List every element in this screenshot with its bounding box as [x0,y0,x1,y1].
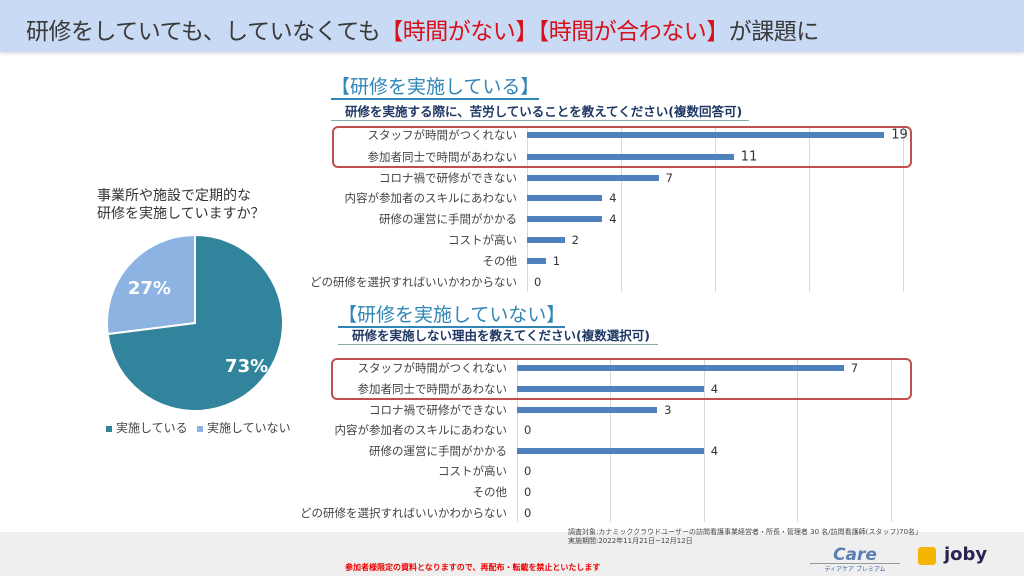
gridline [715,126,716,292]
data-label: 3 [664,403,672,417]
dear-care-logo: Care ディアケア プレミアム [810,547,900,573]
bar [517,448,704,454]
category-label: コロナ禍で研修ができない [379,171,517,185]
pie-slice [106,233,196,336]
category-label: 参加者同士で時間があわない [367,150,518,164]
category-label: 内容が参加者のスキルにあわない [344,191,518,205]
data-label: 0 [524,485,532,499]
pie-question: 事業所や施設で定期的な 研修を実施していますか？ [97,188,265,222]
gridline [527,126,528,292]
data-label: 0 [524,423,532,437]
joby-logo-icon [918,547,936,565]
category-label: コストが高い [448,233,517,247]
data-label: 0 [534,275,542,289]
bar [527,132,885,138]
category-label: どの研修を選択すればいいかわからない [310,275,517,289]
category-label: その他 [472,485,508,499]
bar [527,195,603,201]
data-label: 19 [891,127,908,143]
chart2-title: 【研修を実施していない】 [338,304,566,328]
pie-slice-label: 27% [128,278,171,299]
data-label: 0 [524,506,532,520]
gridline [797,358,799,522]
data-label: 11 [740,149,758,165]
data-label: 4 [609,212,617,226]
category-label: コロナ禍で研修ができない [369,403,507,417]
pie-chart: 73% 27% [106,233,284,412]
category-label: スタッフが時間がつくれない [357,361,508,375]
bar [527,154,734,160]
category-label: 研修の運営に手間がかかる [369,444,507,458]
category-label: その他 [482,254,518,268]
data-label: 7 [665,171,673,185]
bar [527,175,659,181]
chart1-question: 研修を実施する際に、苦労していることを教えてください(複数回答可) [331,104,749,121]
gridline [610,358,612,522]
header-bar: 研修をしていても、していなくても【時間がない】【時間が合わない】が課題に [0,0,1024,52]
data-label: 7 [850,361,859,375]
gridline [703,358,705,522]
category-label: スタッフが時間がつくれない [367,128,518,142]
data-label: 4 [710,444,719,458]
category-label: コストが高い [438,464,507,478]
category-label: 参加者同士で時間があわない [357,382,508,396]
slide-title: 研修をしていても、していなくても【時間がない】【時間が合わない】が課題に [26,19,819,45]
gridline [890,358,892,522]
legend-item-not-implemented: 実施していない [197,419,291,436]
survey-note: 調査対象:カナミッククラウドユーザーの訪問看護事業経営者・所長・管理者 30 名… [568,528,923,545]
highlight-box-chart1 [332,126,912,168]
legend-item-implemented: 実施している [106,419,188,436]
highlight-box-chart2 [331,358,912,400]
data-label: 4 [609,191,617,205]
pie-slice-label: 73% [225,356,268,377]
data-label: 2 [571,233,579,247]
redistribution-warning: 参加者様限定の資料となりますので、再配布・転載を禁止といたします [345,563,601,572]
joby-logo: joby [944,544,988,565]
bar [517,386,704,392]
category-label: 研修の運営に手間がかかる [379,212,517,226]
chart2-question: 研修を実施しない理由を教えてください(複数選択可) [338,328,658,345]
bar [527,216,603,222]
data-label: 1 [552,254,561,268]
bar [517,407,658,413]
bar [527,237,565,243]
gridline [517,358,518,522]
category-label: どの研修を選択すればいいかわからない [300,506,507,520]
data-label: 0 [524,464,532,478]
bar [527,258,546,264]
data-label: 4 [710,382,719,396]
gridline [809,126,810,292]
bar [517,365,844,371]
gridline [903,126,904,292]
gridline [621,126,622,292]
chart1-title: 【研修を実施している】 [331,76,540,100]
category-label: 内容が参加者のスキルにあわない [334,423,508,437]
